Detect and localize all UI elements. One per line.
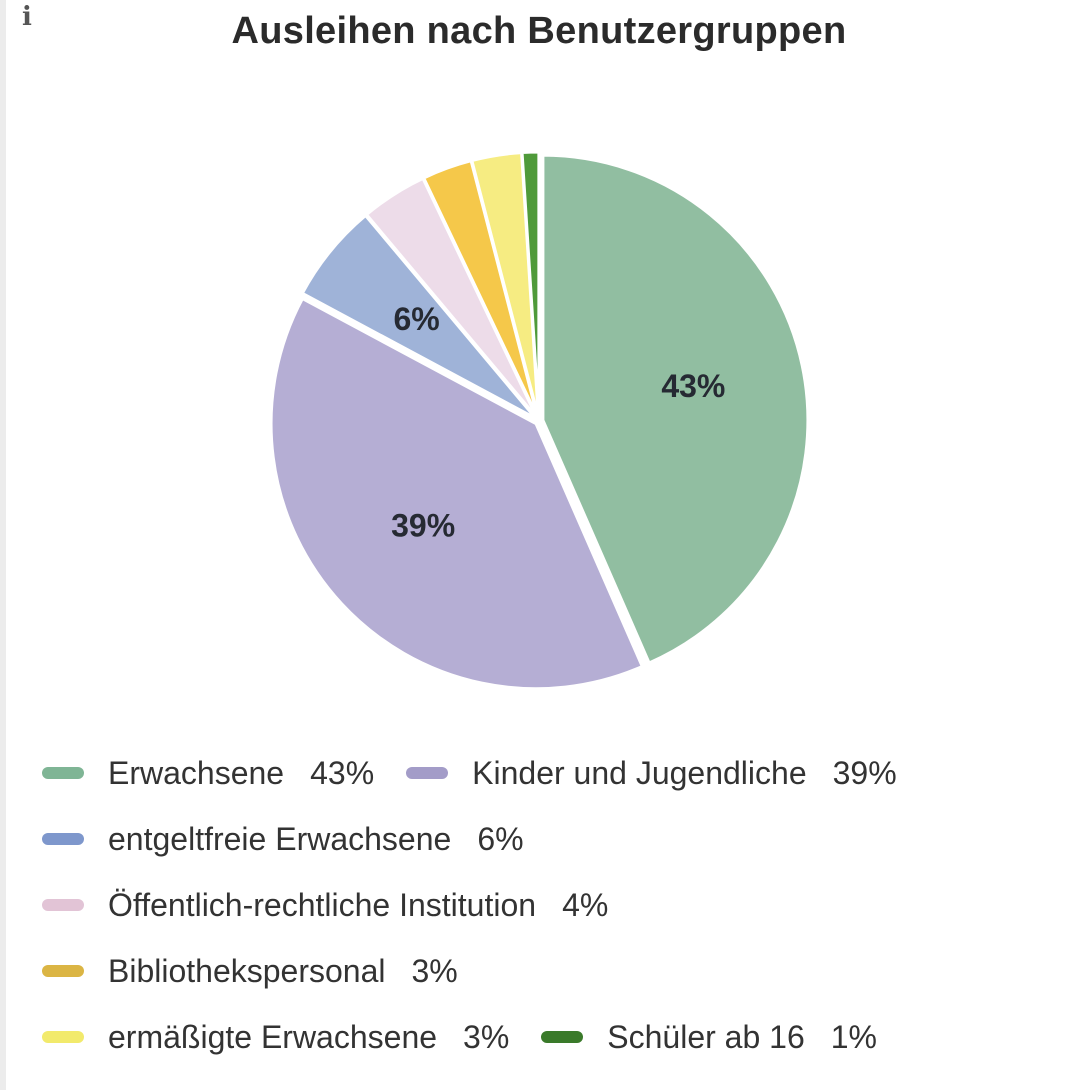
legend-item-oeffentlich-rechtliche-institution[interactable]: Öffentlich-rechtliche Institution 4% xyxy=(42,887,608,924)
legend-item-bibliothekspersonal[interactable]: Bibliothekspersonal 3% xyxy=(42,953,458,990)
pie-slice-schueler-ab-16[interactable] xyxy=(520,150,541,419)
legend-value: 39% xyxy=(832,754,897,791)
legend-value: 6% xyxy=(477,820,524,857)
pie-chart: 43% 39% 6% xyxy=(269,150,810,691)
legend-value: 4% xyxy=(562,886,609,923)
legend-label: entgeltfreie Erwachsene xyxy=(108,820,452,857)
legend-swatch xyxy=(406,767,449,779)
legend-item-schueler-ab-16[interactable]: Schüler ab 16 1% xyxy=(541,1019,877,1056)
legend-swatch xyxy=(42,767,84,779)
legend-label: Schüler ab 16 xyxy=(607,1018,805,1055)
legend-item-erwachsene[interactable]: Erwachsene 43% xyxy=(42,755,374,792)
legend-row: ermäßigte Erwachsene 3% Schüler ab 16 1% xyxy=(42,1012,909,1062)
legend-value: 43% xyxy=(310,754,375,791)
chart-title: Ausleihen nach Benutzergruppen xyxy=(231,10,847,52)
legend-row: Öffentlich-rechtliche Institution 4% xyxy=(42,880,640,930)
legend-label: Bibliothekspersonal xyxy=(108,952,386,989)
legend-item-kinder-und-jugendliche[interactable]: Kinder und Jugendliche 39% xyxy=(406,755,897,792)
legend-value: 1% xyxy=(830,1018,877,1055)
legend-row: entgeltfreie Erwachsene 6% xyxy=(42,814,556,864)
legend-item-entgeltfreie-erwachsene[interactable]: entgeltfreie Erwachsene 6% xyxy=(42,821,524,858)
legend-label: Erwachsene xyxy=(108,754,285,791)
legend-row: Erwachsene 43% Kinder und Jugendliche 39% xyxy=(42,748,929,798)
legend-value: 3% xyxy=(411,952,458,989)
legend-row: Bibliothekspersonal 3% xyxy=(42,946,490,996)
info-icon[interactable]: i xyxy=(22,2,32,32)
legend-value: 3% xyxy=(463,1018,510,1055)
slice-label-kinder-und-jugendliche: 39% xyxy=(391,507,455,543)
legend-item-ermaessigte-erwachsene[interactable]: ermäßigte Erwachsene 3% xyxy=(42,1019,509,1056)
legend-swatch xyxy=(42,965,84,977)
legend-label: Öffentlich-rechtliche Institution xyxy=(108,886,537,923)
pie-slice-erwachsene[interactable] xyxy=(541,153,810,665)
legend-swatch xyxy=(42,1031,84,1043)
pie-slice-kinder-und-jugendliche[interactable] xyxy=(269,297,644,691)
slice-label-entgeltfreie-erwachsene: 6% xyxy=(393,301,439,337)
slice-label-erwachsene: 43% xyxy=(661,368,725,404)
legend-swatch xyxy=(541,1031,584,1043)
legend-label: ermäßigte Erwachsene xyxy=(108,1018,438,1055)
left-border xyxy=(0,0,6,1090)
legend-label: Kinder und Jugendliche xyxy=(472,754,807,791)
legend-swatch xyxy=(42,833,84,845)
legend-swatch xyxy=(42,899,84,911)
